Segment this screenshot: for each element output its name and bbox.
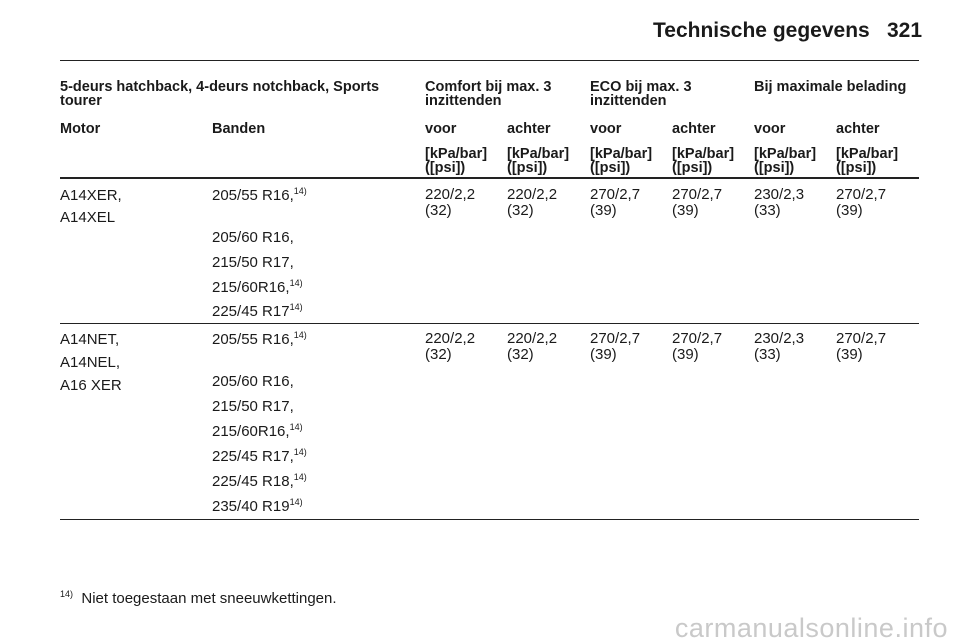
tyre-size: 205/55 R16,14) bbox=[212, 330, 307, 349]
pressure-comfort-voor: 220/2,2 (32) bbox=[425, 330, 476, 363]
tyre-size: 205/55 R16,14) bbox=[212, 186, 307, 205]
tyre-size: 225/45 R18,14) bbox=[212, 472, 307, 491]
pressure-max-achter: 270/2,7 (39) bbox=[836, 330, 887, 363]
watermark: carmanualsonline.info bbox=[674, 613, 948, 643]
footnote-marker: 14) bbox=[60, 589, 74, 599]
pressure-max-voor: 230/2,3 (33) bbox=[754, 330, 805, 363]
unit-header: [kPa/bar] ([psi]) bbox=[425, 146, 488, 176]
table-header-rule bbox=[60, 177, 919, 179]
group-header-comfort: Comfort bij max. 3 inzittenden bbox=[425, 79, 552, 109]
page-number: 321 bbox=[887, 19, 923, 42]
page-title: Technische gegevens bbox=[653, 19, 870, 42]
unit-header: [kPa/bar] ([psi]) bbox=[507, 146, 570, 176]
footnote-ref: 14) bbox=[289, 422, 303, 432]
tyre-size: 235/40 R1914) bbox=[212, 497, 303, 516]
column-header-max-voor: voor bbox=[754, 121, 786, 137]
tyre-size: 225/45 R17,14) bbox=[212, 447, 307, 466]
column-header-motor: Motor bbox=[60, 121, 101, 137]
motor-name: A14XER, bbox=[60, 187, 122, 204]
unit-header: [kPa/bar] ([psi]) bbox=[754, 146, 817, 176]
pressure-comfort-achter: 220/2,2 (32) bbox=[507, 330, 558, 363]
pressure-max-achter: 270/2,7 (39) bbox=[836, 186, 887, 219]
tyre-size: 225/45 R1714) bbox=[212, 302, 303, 321]
pressure-comfort-achter: 220/2,2 (32) bbox=[507, 186, 558, 219]
unit-header: [kPa/bar] ([psi]) bbox=[672, 146, 735, 176]
footnote-text: Niet toegestaan met sneeuwkettingen. bbox=[81, 590, 337, 607]
footnote-ref: 14) bbox=[293, 186, 307, 196]
group-header-vehicle: 5-deurs hatchback, 4-deurs notchback, Sp… bbox=[60, 79, 380, 109]
row-divider bbox=[60, 323, 919, 324]
footnote: 14) Niet toegestaan met sneeuwkettingen. bbox=[60, 589, 337, 608]
motor-name: A14NET, bbox=[60, 331, 120, 348]
pressure-comfort-voor: 220/2,2 (32) bbox=[425, 186, 476, 219]
footnote-ref: 14) bbox=[293, 472, 307, 482]
tyre-size: 215/60R16,14) bbox=[212, 278, 303, 297]
unit-header: [kPa/bar] ([psi]) bbox=[836, 146, 899, 176]
column-header-comfort-voor: voor bbox=[425, 121, 457, 137]
column-header-banden: Banden bbox=[212, 121, 266, 137]
footnote-ref: 14) bbox=[293, 330, 307, 340]
motor-name: A14NEL, bbox=[60, 354, 121, 371]
tyre-size: 215/60R16,14) bbox=[212, 422, 303, 441]
column-header-comfort-achter: achter bbox=[507, 121, 551, 137]
motor-name: A14XEL bbox=[60, 209, 116, 226]
footnote-ref: 14) bbox=[289, 497, 303, 507]
table-bottom-rule bbox=[60, 519, 919, 520]
tyre-size: 215/50 R17, bbox=[212, 254, 294, 271]
group-header-max: Bij maximale belading bbox=[754, 79, 907, 95]
group-header-eco: ECO bij max. 3 inzittenden bbox=[590, 79, 692, 109]
tyre-size: 205/60 R16, bbox=[212, 373, 294, 390]
column-header-eco-achter: achter bbox=[672, 121, 716, 137]
motor-name: A16 XER bbox=[60, 377, 122, 394]
unit-header: [kPa/bar] ([psi]) bbox=[590, 146, 653, 176]
header-rule bbox=[60, 60, 919, 61]
tyre-size: 205/60 R16, bbox=[212, 229, 294, 246]
footnote-ref: 14) bbox=[293, 447, 307, 457]
pressure-eco-voor: 270/2,7 (39) bbox=[590, 330, 641, 363]
footnote-ref: 14) bbox=[289, 278, 303, 288]
footnote-ref: 14) bbox=[289, 302, 303, 312]
pressure-eco-voor: 270/2,7 (39) bbox=[590, 186, 641, 219]
pressure-eco-achter: 270/2,7 (39) bbox=[672, 186, 723, 219]
pressure-eco-achter: 270/2,7 (39) bbox=[672, 330, 723, 363]
tyre-size: 215/50 R17, bbox=[212, 398, 294, 415]
column-header-max-achter: achter bbox=[836, 121, 880, 137]
pressure-max-voor: 230/2,3 (33) bbox=[754, 186, 805, 219]
column-header-eco-voor: voor bbox=[590, 121, 622, 137]
